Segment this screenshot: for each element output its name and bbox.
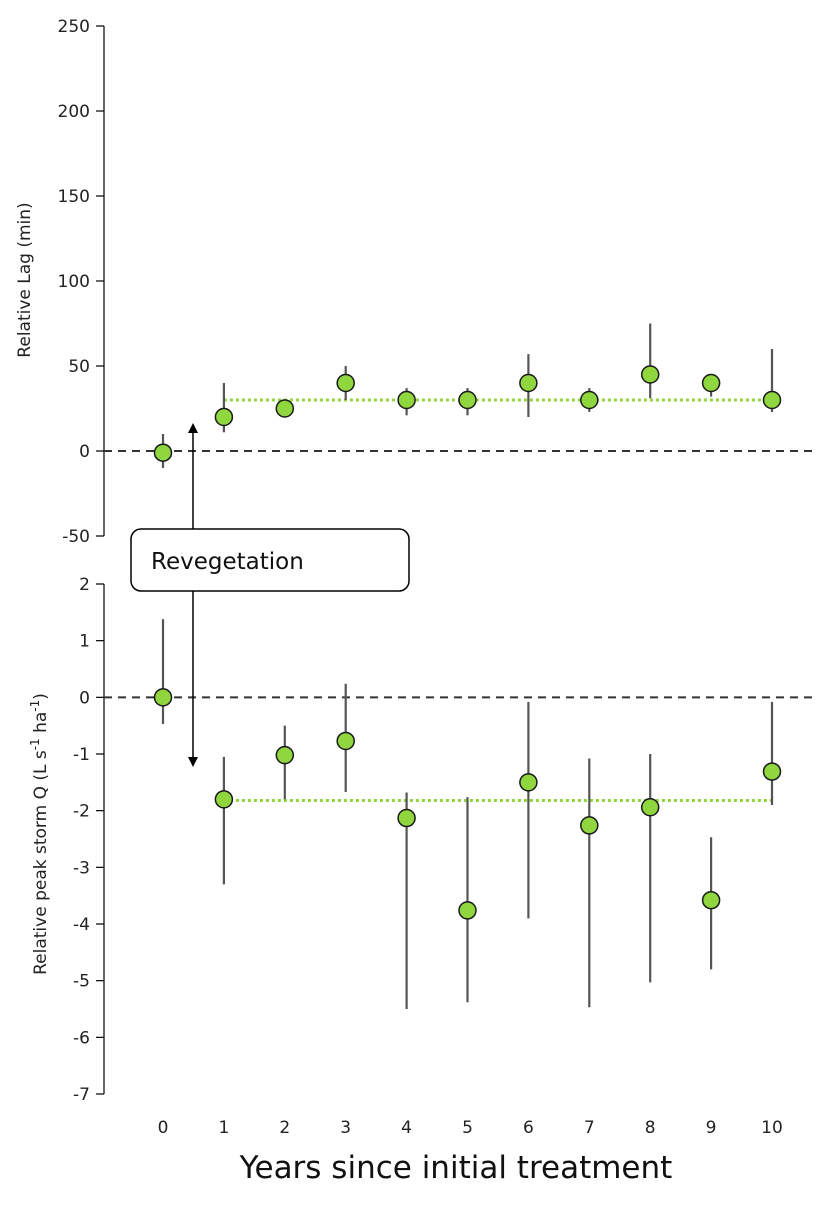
data-point — [519, 773, 538, 792]
y-tick-label: -3 — [73, 858, 90, 878]
top-y-axis-title: Relative Lag (min) — [15, 202, 35, 357]
y-tick-label: -4 — [73, 915, 90, 935]
x-tick-label: 1 — [218, 1118, 229, 1138]
data-point — [336, 731, 355, 751]
data-point — [519, 373, 538, 393]
x-tick-label: 7 — [584, 1118, 595, 1138]
y-tick-label: 100 — [58, 272, 90, 292]
y-tick-label: 250 — [58, 17, 90, 37]
y-tick-label: 1 — [79, 632, 90, 652]
data-point — [701, 890, 721, 910]
bottom-y-axis-title: Relative peak storm Q (L s-1 ha-1) — [28, 693, 51, 975]
y-tick-label: -5 — [73, 972, 90, 992]
data-point — [214, 790, 234, 809]
y-tick-label: -2 — [73, 802, 90, 822]
data-point — [580, 816, 599, 835]
bottom-y-ticks: -7 -6 -5 -4 -3 -2 -1 0 1 2 — [73, 575, 104, 1105]
y-tick-label: 50 — [68, 357, 90, 377]
x-tick-label: 9 — [706, 1118, 717, 1138]
bottom-y-axis-title-text: Relative peak storm Q (L s — [31, 750, 51, 975]
top-panel: -50 0 50 100 150 200 250 Relative Lag (min) — [15, 17, 812, 547]
revegetation-box — [130, 528, 410, 592]
x-tick-label: 10 — [761, 1118, 783, 1138]
data-point — [275, 745, 295, 765]
data-point — [580, 390, 599, 410]
data-point — [701, 373, 721, 393]
data-point — [153, 688, 173, 707]
data-point — [214, 407, 234, 427]
x-tick-label: 2 — [279, 1118, 290, 1138]
x-tick-label: 0 — [158, 1118, 169, 1138]
data-point — [640, 798, 660, 817]
data-point — [762, 390, 782, 410]
y-tick-label: 2 — [79, 575, 90, 595]
data-point — [336, 373, 355, 393]
y-tick-label: -50 — [62, 527, 90, 547]
bottom-error-bars — [161, 619, 774, 1009]
x-tick-label: 4 — [401, 1118, 412, 1138]
y-tick-label: 0 — [79, 442, 90, 462]
data-point — [397, 390, 416, 410]
x-tick-label: 8 — [645, 1118, 656, 1138]
data-point — [275, 399, 295, 418]
top-data-points — [153, 365, 782, 462]
x-tick-labels: 0 1 2 3 4 5 6 7 8 9 10 — [158, 1118, 783, 1138]
data-point — [153, 443, 173, 462]
top-y-ticks: -50 0 50 100 150 200 250 — [58, 17, 104, 547]
data-point — [762, 762, 782, 781]
x-tick-label: 5 — [462, 1118, 473, 1138]
x-tick-label: 3 — [340, 1118, 351, 1138]
bottom-panel: -7 -6 -5 -4 -3 -2 -1 0 1 2 0 1 2 3 4 5 6 7 8 9 10 Relative … — [28, 575, 812, 1186]
y-tick-label: -7 — [73, 1085, 90, 1105]
y-tick-label: -6 — [73, 1028, 90, 1048]
data-point — [458, 901, 477, 920]
y-tick-label: 200 — [58, 102, 90, 122]
revegetation-label: Revegetation — [151, 549, 304, 575]
y-tick-label: 0 — [79, 688, 90, 708]
x-axis-title: Years since initial treatment — [239, 1150, 673, 1186]
data-point — [640, 365, 660, 384]
y-tick-label: -1 — [73, 745, 90, 765]
data-point — [397, 808, 416, 828]
x-tick-label: 6 — [523, 1118, 534, 1138]
bottom-data-points — [153, 688, 782, 920]
revegetation-annotation: Revegetation — [130, 423, 410, 767]
y-tick-label: 150 — [58, 187, 90, 207]
data-point — [458, 390, 477, 410]
